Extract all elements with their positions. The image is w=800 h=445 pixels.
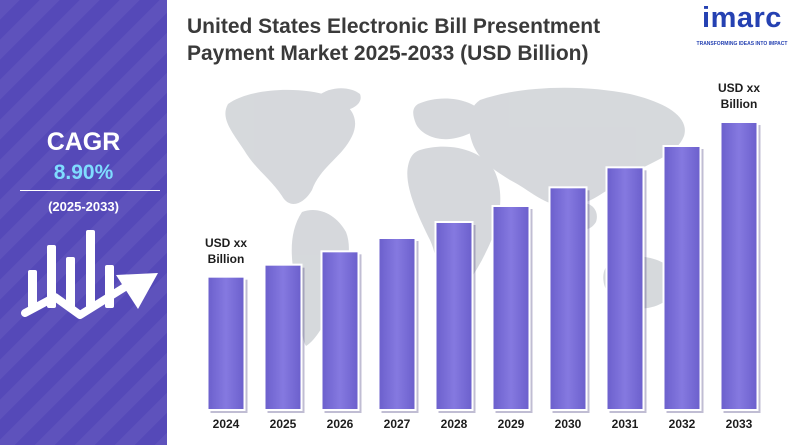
bar-2025 (263, 263, 303, 411)
bar-2031 (605, 166, 645, 411)
x-tick-2031: 2031 (611, 417, 639, 431)
x-tick-2026: 2026 (326, 417, 354, 431)
cagr-period: (2025-2033) (48, 199, 119, 214)
cagr-sidebar: CAGR 8.90% (2025-2033) (0, 0, 167, 445)
bars (206, 121, 761, 413)
x-tick-2025: 2025 (269, 417, 297, 431)
bar-2032 (662, 145, 702, 411)
cagr-value: 8.90% (53, 161, 114, 184)
bar-2028 (434, 221, 474, 411)
cagr-divider (20, 190, 160, 191)
data-label-2033: USD xx Billion (699, 80, 779, 112)
bar-2024 (206, 275, 246, 411)
data-label-line1: USD xx (204, 235, 248, 250)
bar-2033 (719, 121, 759, 411)
bar-2026 (320, 250, 360, 411)
x-tick-2033: 2033 (725, 417, 753, 431)
chart-title: United States Electronic Bill Presentmen… (187, 15, 601, 65)
x-tick-2032: 2032 (668, 417, 696, 431)
bar-2030 (548, 186, 588, 411)
x-tick-2029: 2029 (497, 417, 525, 431)
data-label-line2: Billion (720, 97, 758, 111)
cagr-label: CAGR (46, 128, 121, 156)
x-tick-2030: 2030 (554, 417, 582, 431)
logo-tagline: TRANSFORMING IDEAS INTO IMPACT (696, 41, 788, 47)
data-label-line1: USD xx (717, 81, 761, 95)
bar-2027 (377, 237, 417, 411)
bar-2029 (491, 205, 531, 411)
x-tick-2027: 2027 (383, 417, 411, 431)
x-tick-2028: 2028 (440, 417, 468, 431)
imarc-logo: imarc TRANSFORMING IDEAS INTO IMPACT (687, 2, 797, 52)
growth-chart-arrow-icon (21, 230, 158, 319)
logo-wordmark: imarc (702, 2, 782, 34)
x-tick-2024: 2024 (212, 417, 240, 431)
data-label-2024: USD xx Billion (186, 235, 266, 267)
data-label-line2: Billion (207, 251, 245, 266)
